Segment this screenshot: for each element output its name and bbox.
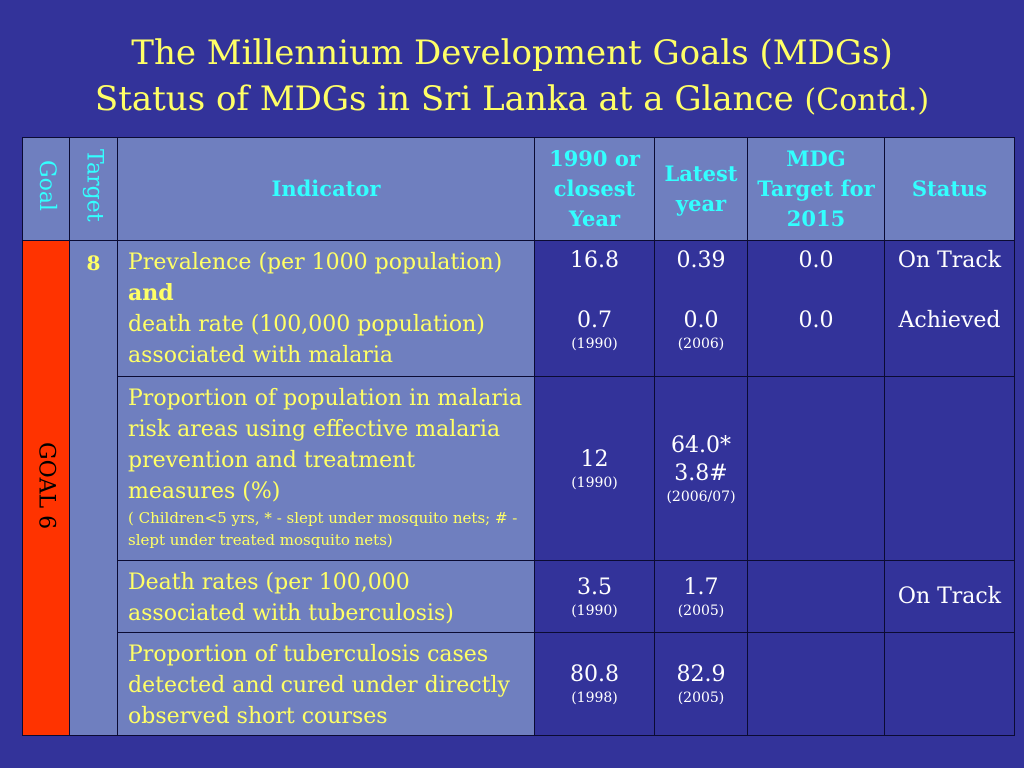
- title-line-2: Status of MDGs in Sri Lanka at a Glance …: [0, 76, 1024, 124]
- value: 0.0: [683, 308, 719, 333]
- value-year: (1990): [571, 336, 618, 352]
- status-cell: [884, 632, 1015, 736]
- title-line-2-main: Status of MDGs in Sri Lanka at a Glance: [94, 79, 794, 119]
- value: 3.8#: [674, 460, 728, 486]
- mdg-status-table: Goal Target Indicator 1990 or closest Ye…: [22, 137, 1015, 736]
- value-mdg-cell: [747, 632, 885, 736]
- status-cell: [884, 376, 1015, 561]
- value-latest-cell: 0.39 0.0 (2006): [654, 240, 748, 377]
- value: 0.0: [798, 308, 834, 333]
- value-latest-cell: 64.0* 3.8# (2006/07): [654, 376, 748, 561]
- status-cell: On Track Achieved: [884, 240, 1015, 377]
- goal-label: GOAL 6: [33, 442, 59, 530]
- table-row: GOAL 6 8 Prevalence (per 1000 population…: [22, 240, 1015, 736]
- target-cell: 8: [69, 240, 118, 736]
- value-year: (2006): [677, 336, 725, 352]
- value-year: (1998): [571, 690, 618, 706]
- table-row: Proportion of population in malaria risk…: [23, 376, 1015, 561]
- value: 0.0: [798, 248, 834, 273]
- value-year: (1990): [571, 602, 618, 619]
- status-text: On Track: [897, 248, 1002, 273]
- indicator-text: Proportion of population in malaria risk…: [128, 386, 523, 504]
- header-goal-label: Goal: [34, 159, 59, 211]
- indicator-cell: Death rates (per 100,000 associated with…: [117, 560, 535, 633]
- value-1990-cell: 16.8 0.7 (1990): [534, 240, 655, 377]
- value-mdg-cell: 0.0 0.0: [747, 240, 885, 377]
- value-year: (2006/07): [666, 488, 736, 505]
- value: 16.8: [570, 248, 619, 273]
- title-line-1: The Millennium Development Goals (MDGs): [131, 33, 893, 73]
- indicator-note: ( Children<5 yrs, * - slept under mosqui…: [128, 509, 518, 549]
- table-row: Proportion of tuberculosis cases detecte…: [23, 632, 1015, 736]
- value: 0.39: [676, 248, 726, 273]
- header-row: Goal Target Indicator 1990 or closest Ye…: [22, 137, 1015, 241]
- value: 12: [580, 446, 609, 472]
- value-latest-cell: 1.7 (2005): [654, 560, 748, 633]
- title-line-2-suffix: (Contd.): [804, 83, 930, 118]
- value-mdg-cell: [747, 560, 885, 633]
- indicator-cell: Proportion of population in malaria risk…: [117, 376, 535, 561]
- value: 82.9: [676, 662, 726, 687]
- indicator-text: death rate (100,000 population) associat…: [128, 312, 485, 368]
- header-1990: 1990 or closest Year: [534, 137, 655, 241]
- header-goal: Goal: [22, 137, 70, 241]
- value: 64.0*: [671, 432, 731, 458]
- indicator-and: and: [128, 280, 174, 306]
- header-indicator: Indicator: [117, 137, 535, 241]
- header-mdg-target: MDG Target for 2015: [747, 137, 885, 241]
- header-target: Target: [69, 137, 118, 241]
- status-cell: On Track: [884, 560, 1015, 633]
- header-status: Status: [884, 137, 1015, 241]
- value-year: (2005): [677, 602, 725, 619]
- status-text: Achieved: [898, 308, 1001, 333]
- value-year: (1990): [571, 474, 618, 491]
- header-target-label: Target: [81, 148, 107, 222]
- value: 1.7: [683, 574, 719, 600]
- value-1990-cell: 80.8 (1998): [534, 632, 655, 736]
- indicator-cell: Prevalence (per 1000 population) and dea…: [117, 240, 535, 377]
- value-year: (2005): [677, 690, 725, 706]
- header-latest-year: Latest year: [654, 137, 748, 241]
- value: 0.7: [577, 308, 612, 333]
- value-mdg-cell: [747, 376, 885, 561]
- value-1990-cell: 3.5 (1990): [534, 560, 655, 633]
- value: 3.5: [577, 574, 612, 600]
- goal-cell: GOAL 6: [22, 240, 70, 736]
- value-1990-cell: 12 (1990): [534, 376, 655, 561]
- indicator-cell: Proportion of tuberculosis cases detecte…: [117, 632, 535, 736]
- indicator-text: Prevalence (per 1000 population): [128, 250, 503, 275]
- slide-title: The Millennium Development Goals (MDGs) …: [0, 30, 1024, 124]
- value: 80.8: [570, 662, 619, 687]
- value-latest-cell: 82.9 (2005): [654, 632, 748, 736]
- table-row: Death rates (per 100,000 associated with…: [23, 560, 1015, 633]
